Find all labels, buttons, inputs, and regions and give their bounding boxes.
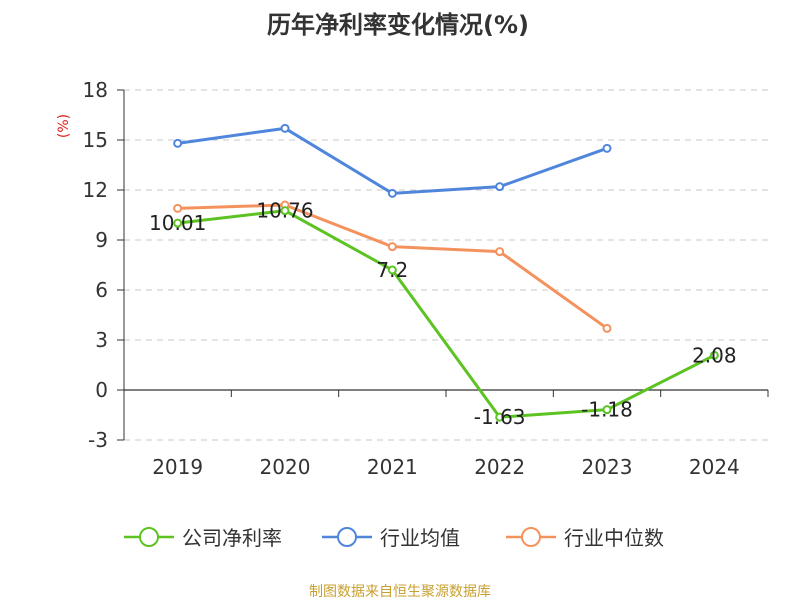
source-note: 制图数据来自恒生聚源数据库 bbox=[309, 584, 491, 600]
data-point bbox=[495, 412, 505, 422]
data-point bbox=[387, 188, 397, 198]
y-tick-label: 6 bbox=[95, 278, 108, 302]
data-point bbox=[602, 143, 612, 153]
legend-label: 行业中位数 bbox=[564, 526, 664, 550]
legend-item[interactable]: 行业中位数 bbox=[506, 526, 664, 550]
data-point bbox=[173, 218, 183, 228]
legend-item[interactable]: 行业均值 bbox=[322, 526, 460, 550]
x-tick-label: 2019 bbox=[152, 455, 203, 479]
data-labels: 10.01 10.76 7.2 -1.63 -1.18 2.08 bbox=[149, 199, 737, 429]
data-point bbox=[387, 242, 397, 252]
legend-swatch-marker bbox=[139, 527, 159, 547]
data-label: 2.08 bbox=[692, 343, 737, 367]
y-tick-label: -3 bbox=[88, 428, 108, 452]
series-lines bbox=[173, 123, 719, 422]
legend-swatch-marker bbox=[521, 527, 541, 547]
y-tick-label: 18 bbox=[83, 78, 108, 102]
data-label: 7.2 bbox=[376, 258, 408, 282]
grid-lines: 18 15 12 9 6 3 0 -3 bbox=[83, 78, 768, 452]
x-tick-label: 2020 bbox=[260, 455, 311, 479]
series-line bbox=[177, 209, 716, 419]
data-point bbox=[387, 265, 397, 275]
data-point bbox=[602, 405, 612, 415]
axes: 2019 2020 2021 2022 2023 2024 bbox=[123, 90, 769, 479]
x-tick-label: 2021 bbox=[367, 455, 418, 479]
y-tick-label: 12 bbox=[83, 178, 108, 202]
data-label: -1.18 bbox=[581, 398, 633, 422]
data-label: 10.01 bbox=[149, 211, 206, 235]
data-point bbox=[602, 323, 612, 333]
y-tick-label: 0 bbox=[95, 378, 108, 402]
data-label: 10.76 bbox=[256, 199, 313, 223]
legend-swatch-marker bbox=[337, 527, 357, 547]
data-label: -1.63 bbox=[474, 405, 526, 429]
data-point bbox=[280, 123, 290, 133]
x-tick-label: 2024 bbox=[689, 455, 740, 479]
x-tick-label: 2022 bbox=[474, 455, 525, 479]
legend-label: 公司净利率 bbox=[182, 526, 282, 550]
legend-item[interactable]: 公司净利率 bbox=[124, 526, 282, 550]
data-point bbox=[173, 203, 183, 213]
x-tick-label: 2023 bbox=[582, 455, 633, 479]
y-axis-unit-label: (%) bbox=[56, 114, 72, 138]
data-point bbox=[709, 350, 719, 360]
y-tick-label: 15 bbox=[83, 128, 108, 152]
data-point bbox=[495, 182, 505, 192]
chart-title: 历年净利率变化情况(%) bbox=[267, 11, 529, 39]
data-point bbox=[173, 138, 183, 148]
y-tick-label: 3 bbox=[95, 328, 108, 352]
y-tick-label: 9 bbox=[95, 228, 108, 252]
legend-label: 行业均值 bbox=[380, 526, 460, 550]
series-line bbox=[177, 126, 608, 195]
legend: 公司净利率 行业均值 行业中位数 bbox=[124, 526, 664, 550]
data-point bbox=[495, 247, 505, 257]
data-point bbox=[280, 206, 290, 216]
